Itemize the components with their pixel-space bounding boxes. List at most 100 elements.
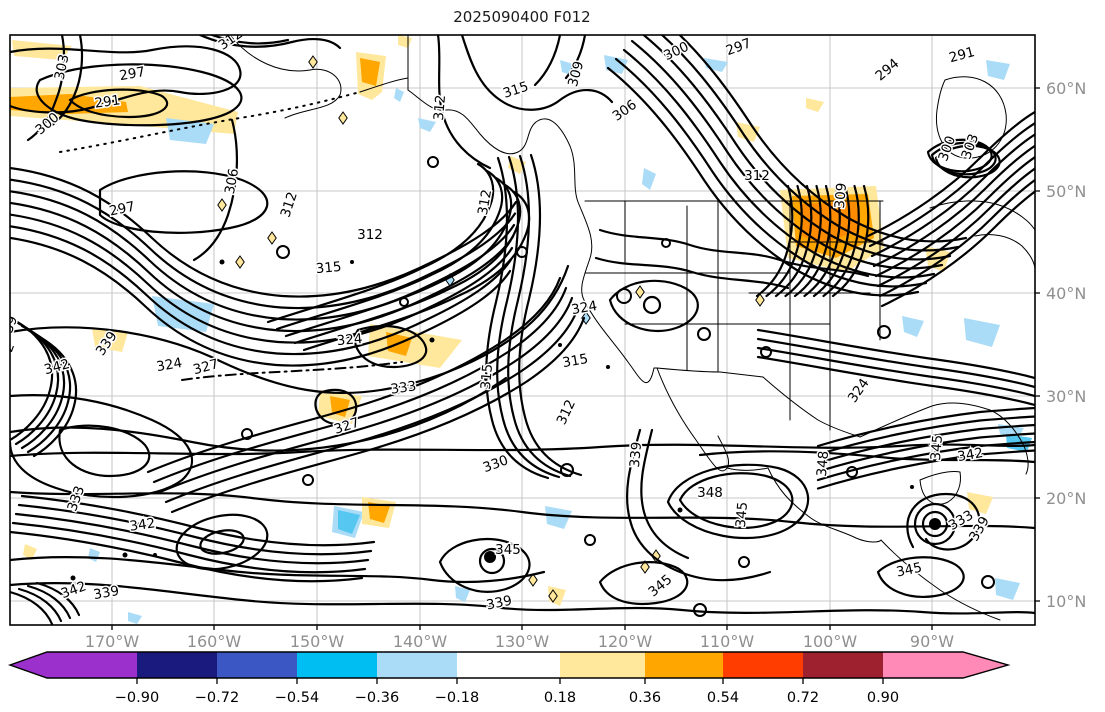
minimum-dot bbox=[606, 365, 610, 369]
colorbar-segment bbox=[47, 652, 137, 678]
contour-line bbox=[518, 153, 583, 477]
closed-contour-cell bbox=[276, 245, 290, 259]
closed-contour-cell bbox=[516, 246, 528, 258]
x-tick-label: 130°W bbox=[495, 632, 550, 651]
contour-line bbox=[876, 167, 1035, 288]
diamond-patch bbox=[640, 560, 650, 574]
contour-line bbox=[10, 201, 515, 333]
contour-label: 312 bbox=[554, 397, 579, 427]
contour-label: 300 bbox=[935, 134, 959, 164]
contour-line bbox=[784, 184, 822, 298]
contour-label: 342 bbox=[129, 515, 157, 534]
contour-line bbox=[284, 176, 513, 338]
contour-label: 306 bbox=[610, 97, 640, 125]
colorbar-tick-label: −0.54 bbox=[275, 690, 319, 706]
contour-line bbox=[870, 133, 1035, 258]
x-tick-label: 110°W bbox=[700, 632, 755, 651]
diamond-patch bbox=[755, 293, 765, 307]
contour-label: 315 bbox=[561, 351, 589, 371]
contour-line bbox=[756, 337, 1035, 389]
x-tick-label: 100°W bbox=[803, 632, 858, 651]
contour-label: 324 bbox=[570, 298, 598, 318]
minimum-dot bbox=[429, 337, 435, 343]
contour-label: 324 bbox=[845, 376, 873, 406]
contour-line bbox=[170, 316, 586, 514]
minimum-dot bbox=[219, 259, 225, 265]
closed-contour-cell bbox=[877, 325, 891, 339]
contour-line bbox=[816, 423, 1035, 465]
colorbar-tick-label: 0.18 bbox=[544, 690, 576, 706]
contour-line bbox=[660, 35, 960, 252]
colorbar-segment bbox=[645, 652, 723, 678]
contour-label: 342 bbox=[0, 341, 18, 371]
colorbar-segment bbox=[137, 652, 217, 678]
contour-line bbox=[878, 178, 1035, 298]
chart-title: 2025090400 F012 bbox=[453, 8, 590, 26]
contour-line bbox=[20, 494, 376, 547]
contour-line bbox=[614, 57, 928, 288]
contour-line bbox=[26, 584, 72, 620]
contour-label: 291 bbox=[94, 92, 122, 111]
closed-contour-cell bbox=[738, 556, 750, 568]
colorbar-tick-label: −0.72 bbox=[195, 690, 239, 706]
contour-label: 339 bbox=[627, 441, 645, 468]
contour-label: 348 bbox=[814, 450, 832, 477]
colorbar-segment bbox=[883, 652, 963, 678]
diamond-patch bbox=[635, 285, 645, 299]
contour-line bbox=[485, 156, 550, 480]
minimum-dot bbox=[153, 553, 157, 557]
contour-label: 306 bbox=[222, 167, 242, 195]
contour-line bbox=[934, 144, 1001, 179]
contour-label: 312 bbox=[357, 227, 383, 243]
contour-label: 339 bbox=[485, 593, 514, 614]
y-tick-label: 30°N bbox=[1046, 387, 1086, 406]
colorbar-tick-label: 0.72 bbox=[787, 690, 819, 706]
contour-line bbox=[756, 355, 1035, 407]
contour-label: 297 bbox=[724, 35, 754, 59]
closed-contour-cell bbox=[661, 238, 671, 248]
contour-line bbox=[10, 590, 54, 625]
closed-contour-cell bbox=[241, 428, 253, 440]
contour-line bbox=[14, 512, 370, 565]
contour-line bbox=[880, 190, 1035, 308]
contour-line bbox=[17, 587, 63, 623]
contour-line bbox=[146, 276, 562, 474]
contour-label: 324 bbox=[336, 331, 363, 349]
contour-line bbox=[812, 184, 851, 298]
colorbar-segment bbox=[803, 652, 883, 678]
minimum-dot bbox=[350, 260, 354, 264]
closed-contour-cell bbox=[693, 603, 707, 617]
contour-label: 294 bbox=[872, 56, 902, 85]
x-tick-label: 160°W bbox=[187, 632, 242, 651]
colorbar-segment bbox=[377, 652, 457, 678]
contour-line bbox=[10, 236, 512, 367]
contour-line bbox=[756, 346, 1035, 398]
closed-contour-cell bbox=[981, 575, 995, 589]
contour-label: 312 bbox=[431, 94, 449, 121]
contour-line bbox=[866, 110, 1035, 238]
contour-line bbox=[266, 162, 495, 324]
closed-contour-cell bbox=[427, 156, 439, 168]
x-tick-label: 170°W bbox=[85, 632, 140, 651]
contour-line bbox=[630, 39, 944, 270]
contour-line-bundles bbox=[10, 35, 1035, 625]
colorbar-tick-label: −0.18 bbox=[435, 690, 479, 706]
contour-label: 312 bbox=[278, 190, 301, 219]
contour-label: 345 bbox=[733, 501, 751, 528]
colorbar-over-arrow bbox=[963, 652, 1008, 678]
y-axis-latitude-labels: 60°N 50°N 40°N 30°N 20°N 10°N bbox=[1035, 79, 1086, 611]
colorbar-segment bbox=[457, 652, 560, 678]
contour-line bbox=[158, 296, 574, 494]
contour-line bbox=[275, 169, 504, 331]
colorbar-tick-label: 0.36 bbox=[629, 690, 661, 706]
contour-label: 342 bbox=[956, 445, 984, 465]
closed-contour-cell bbox=[302, 474, 314, 486]
contour-line bbox=[831, 184, 870, 298]
contour-line bbox=[822, 184, 860, 298]
contour-label: 312 bbox=[216, 26, 246, 54]
colorbar-tick-label: 0.54 bbox=[707, 690, 739, 706]
contour-line bbox=[10, 166, 518, 298]
grid-lines bbox=[10, 35, 1035, 625]
x-tick-label: 150°W bbox=[290, 632, 345, 651]
